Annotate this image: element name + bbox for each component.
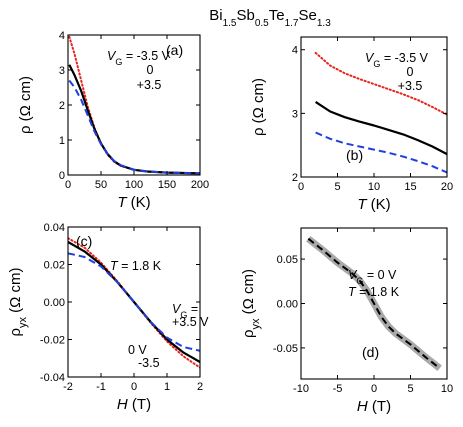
annotation-c-0: T = 1.8 K [110, 259, 162, 273]
xtick-label-b-3: 15 [404, 181, 416, 193]
series-c-1 [68, 241, 200, 363]
xtick-label-b-0: 0 [298, 181, 304, 193]
ytick-label-a-0: 0 [59, 170, 65, 182]
ytick-label-b-1: 3 [292, 108, 298, 120]
xtick-label-a-1: 50 [95, 179, 107, 191]
series-b-2 [315, 131, 447, 174]
ylabel-d: ρyx (Ω cm) [240, 269, 262, 338]
xtick-label-a-2: 100 [125, 179, 143, 191]
xlabel-d: H (T) [357, 398, 391, 415]
ytick-label-c-1: -0.02 [40, 335, 65, 347]
ylabel-c: ρyx (Ω cm) [7, 267, 29, 336]
xtick-label-c-2: 0 [131, 381, 137, 393]
annotation-c-3: 0 V [128, 343, 147, 357]
panel-c: -2 -1 0 1 2 -0.04 -0.02 0.00 0.02 0.04 H (T) ρyx (Ω… [7, 222, 209, 413]
series-d-1 [307, 237, 441, 370]
ytick-label-a-1: 1 [59, 135, 65, 147]
panel-a: 0 50 100 150 200 0 1 2 3 4 T (K) ρ (Ω cm) (a)VG = -3… [17, 30, 209, 211]
ylabel-a: ρ (Ω cm) [17, 76, 34, 134]
ytick-label-a-3: 3 [59, 65, 65, 77]
annotation-a-0: VG = -3.5 V [107, 49, 171, 67]
ytick-label-c-3: 0.02 [44, 260, 65, 272]
title-element-2: Te [269, 7, 285, 24]
annotation-c-4: -3.5 [138, 356, 160, 370]
xtick-label-b-2: 10 [368, 181, 380, 193]
xtick-label-c-3: 1 [164, 381, 170, 393]
ytick-label-d-0: -0.05 [273, 343, 298, 355]
xtick-label-a-0: 0 [65, 179, 71, 191]
series-b-0 [314, 51, 447, 116]
ytick-label-d-1: 0.00 [277, 299, 298, 311]
title-subscript-0: 1.5 [223, 18, 237, 29]
title-subscript-2: 1.7 [285, 18, 299, 29]
title-element-0: Bi [209, 7, 222, 24]
figure-title: Bi1.5Sb0.5Te1.7Se1.3 [209, 7, 331, 29]
series-b-1 [314, 100, 447, 156]
xtick-label-a-3: 150 [158, 179, 176, 191]
ytick-label-a-2: 2 [59, 100, 65, 112]
annotation-b-1: 0 [407, 65, 414, 79]
xtick-label-d-1: -5 [333, 383, 343, 395]
xlabel-c: H (T) [117, 396, 151, 413]
ytick-label-b-2: 4 [292, 45, 298, 57]
panel-label-b: (b) [346, 147, 363, 163]
xtick-label-a-4: 200 [191, 179, 209, 191]
ytick-label-c-4: 0.04 [44, 222, 65, 234]
annotation-a-1: 0 [147, 63, 154, 77]
title-element-1: Sb [236, 7, 254, 24]
annotation-c-2: +3.5 V [172, 315, 209, 329]
ytick-label-d-2: 0.05 [277, 254, 298, 266]
xtick-label-c-0: -2 [63, 381, 73, 393]
annotation-b-2: +3.5 [398, 79, 423, 93]
xlabel-a: T (K) [117, 194, 150, 211]
panel-d: -10 -5 0 5 10 -0.05 0.00 0.05 H (T) ρyx (Ω cm) (d)… [240, 227, 453, 415]
annotation-a-2: +3.5 [137, 78, 162, 92]
ytick-label-c-0: -0.04 [40, 372, 65, 384]
ytick-label-b-0: 2 [292, 172, 298, 184]
xtick-label-d-3: 5 [407, 383, 413, 395]
annotation-b-0: VG = -3.5 V [365, 51, 429, 69]
ytick-label-c-2: 0.00 [44, 297, 65, 309]
xtick-label-c-1: -1 [96, 381, 106, 393]
xtick-label-d-0: -10 [293, 383, 309, 395]
series-a-1 [68, 64, 200, 175]
ytick-label-a-4: 4 [59, 30, 65, 42]
xlabel-b: T (K) [357, 196, 390, 213]
ylabel-b: ρ (Ω cm) [250, 78, 267, 136]
xtick-label-b-1: 5 [334, 181, 340, 193]
xtick-label-c-4: 2 [197, 381, 203, 393]
title-subscript-1: 0.5 [255, 18, 269, 29]
panel-label-c: (c) [76, 233, 92, 249]
series-a-2 [68, 79, 200, 175]
annotation-d-1: T = 1.8 K [348, 285, 400, 299]
title-element-3: Se [299, 7, 317, 24]
title-subscript-3: 1.3 [317, 18, 331, 29]
annotation-c-1: VG = [172, 302, 198, 320]
xtick-label-d-2: 0 [371, 383, 377, 395]
xtick-label-b-4: 20 [441, 181, 453, 193]
xtick-label-d-4: 10 [441, 383, 453, 395]
panel-label-d: (d) [362, 344, 379, 360]
annotation-d-0: VG = 0 V [348, 268, 397, 286]
panel-label-a: (a) [166, 42, 183, 58]
series-c-2 [68, 252, 200, 352]
